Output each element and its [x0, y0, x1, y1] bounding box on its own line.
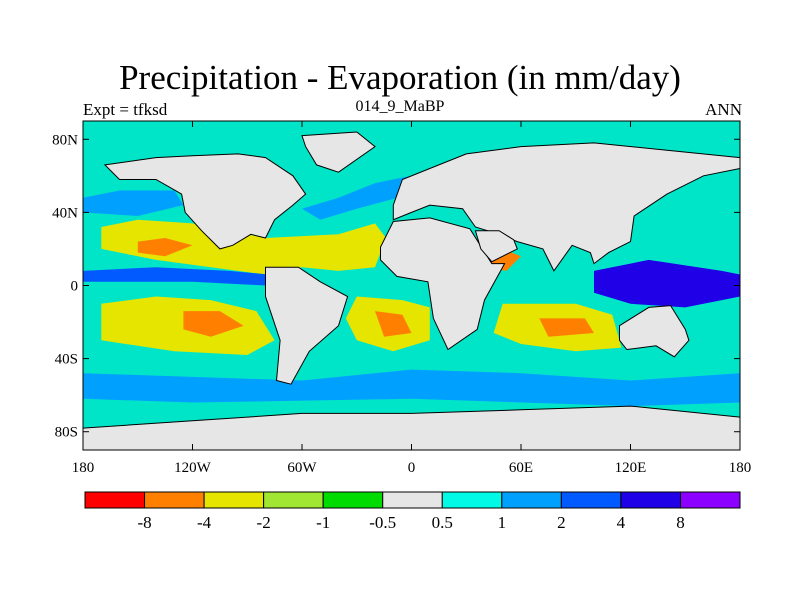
colorbar-label: 8 — [676, 513, 685, 532]
x-tick-label: 180 — [729, 460, 752, 476]
colorbar-label: -2 — [257, 513, 271, 532]
colorbar-swatch — [560, 491, 622, 509]
north-atlantic-storm-track — [302, 175, 430, 220]
colorbar-label: -0.5 — [369, 513, 396, 532]
y-tick-label: 40S — [55, 352, 78, 368]
land-antarctica — [83, 405, 740, 450]
x-tick-label: 180 — [72, 460, 95, 476]
colorbar-label: 2 — [557, 513, 566, 532]
south-pacific-max — [183, 311, 244, 337]
colorbar-label: -8 — [137, 513, 151, 532]
land-australia — [619, 305, 690, 358]
north-atlantic-dry-zone — [101, 219, 387, 275]
run-label: 014_9_MaBP — [355, 98, 445, 115]
land-north-america — [103, 153, 307, 250]
colorbar-swatch — [441, 491, 503, 509]
colorbar-swatch — [501, 491, 562, 509]
x-tick-label: 120W — [174, 460, 212, 476]
x-tick-label: 60E — [509, 460, 533, 476]
y-tick-label: 0 — [71, 279, 79, 295]
y-tick-label: 80N — [52, 132, 78, 148]
y-tick-label: 40N — [52, 205, 78, 221]
colorbar: -8 -4 -2 -1 -0.5 0.5 1 2 4 8 — [84, 491, 741, 532]
colorbar-label: 0.5 — [432, 513, 453, 532]
north-pacific-max — [137, 238, 193, 257]
x-tick-label: 0 — [408, 460, 416, 476]
north-pacific-storm-track — [83, 190, 184, 216]
map-plot-area — [83, 121, 740, 450]
colorbar-swatch — [322, 491, 384, 509]
warm-pool — [594, 259, 740, 308]
land-arabia — [474, 230, 518, 263]
itcz-pacific — [83, 267, 270, 286]
colorbar-label: -4 — [197, 513, 212, 532]
colorbar-swatch — [203, 491, 265, 509]
colorbar-swatch — [144, 491, 205, 509]
colorbar-label: 4 — [617, 513, 626, 532]
southern-storm-track — [83, 369, 740, 407]
land-south-america — [265, 266, 349, 385]
latitude-axis: 80N 40N 0 40S 80S — [52, 132, 740, 441]
colorbar-swatch — [263, 491, 324, 509]
land-greenland — [301, 131, 376, 173]
indian-ocean-max — [539, 318, 594, 337]
colorbar-swatch — [382, 491, 443, 509]
colorbar-swatch — [84, 491, 146, 509]
x-tick-label: 60W — [287, 460, 317, 476]
chart-title: Precipitation - Evaporation (in mm/day) — [119, 58, 681, 97]
longitude-axis: 180 120W 60W 0 60E 120E 180 — [72, 121, 752, 476]
land-eurasia — [392, 142, 740, 272]
experiment-label: Expt = tfksd — [83, 100, 168, 119]
land-africa — [380, 217, 506, 351]
season-label: ANN — [705, 100, 742, 119]
y-tick-label: 80S — [55, 425, 78, 441]
colorbar-swatch — [620, 491, 681, 509]
colorbar-label: -1 — [316, 513, 330, 532]
south-atlantic-max — [375, 311, 412, 337]
colorbar-swatch — [679, 491, 741, 509]
x-tick-label: 120E — [615, 460, 647, 476]
colorbar-label: 1 — [498, 513, 507, 532]
